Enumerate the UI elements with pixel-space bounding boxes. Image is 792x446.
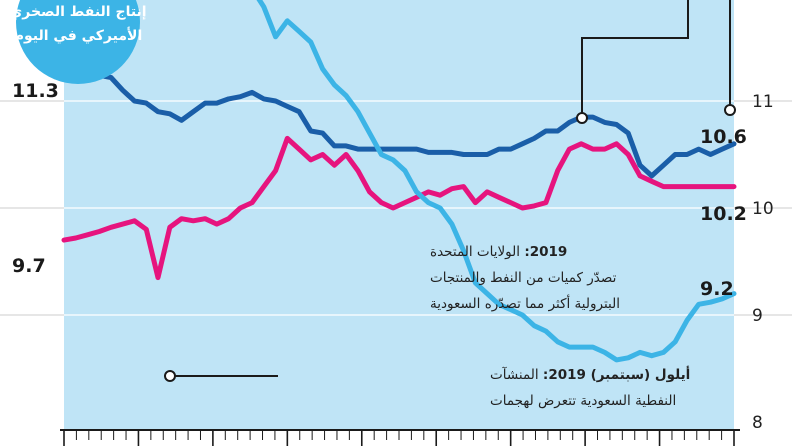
leader-dot-left <box>576 112 588 124</box>
y-tick-label: 8 <box>752 413 763 433</box>
value-label-blue-end: 10.6 <box>700 126 747 148</box>
series-line-1 <box>61 135 737 281</box>
svg-text:إنتاج النفط الصخري: إنتاج النفط الصخري <box>9 4 146 21</box>
value-label-pink-start: 9.7 <box>12 255 46 277</box>
svg-text:الأميركي في اليوم: الأميركي في اليوم <box>14 27 143 44</box>
svg-text:النفطية السعودية تتعرض لهجمات: النفطية السعودية تتعرض لهجمات <box>490 393 676 409</box>
value-label-pink-end: 10.2 <box>700 203 747 225</box>
series-line-2 <box>256 0 737 363</box>
svg-text:أيلول (سبتمبر) 2019: المنشآت: أيلول (سبتمبر) 2019: المنشآت <box>490 366 690 383</box>
y-tick-label: 11 <box>752 92 774 112</box>
leader-line-left <box>581 0 689 118</box>
series-line-0 <box>61 66 737 179</box>
svg-text:البترولية أكثر مما تصدّره السع: البترولية أكثر مما تصدّره السعودية <box>430 294 620 312</box>
legend-badge: إنتاج النفط الصخري الأميركي في اليوم <box>9 0 147 84</box>
value-label-blue-start: 11.3 <box>12 80 59 102</box>
plot-shade <box>64 0 734 430</box>
leader-dot-attack <box>164 370 176 382</box>
svg-text:تصدّر كميات من النفط والمنتجات: تصدّر كميات من النفط والمنتجات <box>430 270 617 286</box>
y-tick-label: 9 <box>752 306 763 326</box>
y-tick-label: 12 <box>752 0 774 5</box>
leader-dot-right <box>724 104 736 116</box>
y-tick-label: 10 <box>752 199 774 219</box>
value-label-lightblue-end: 9.2 <box>700 278 734 300</box>
annotation-saudi-attacks: أيلول (سبتمبر) 2019: المنشآت النفطية الس… <box>490 366 690 409</box>
svg-text:2019: الولايات المتحدة: 2019: الولايات المتحدة <box>430 244 567 260</box>
annotation-us-exports: 2019: الولايات المتحدة تصدّر كميات من ال… <box>430 244 620 312</box>
